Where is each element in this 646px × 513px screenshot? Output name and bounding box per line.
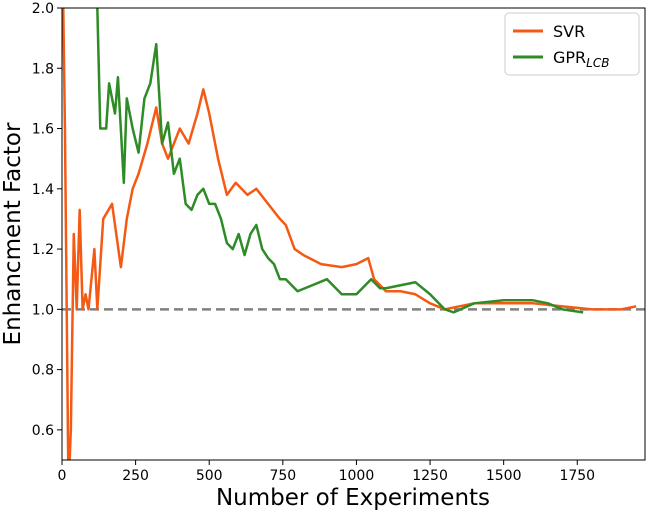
y-tick-label: 1.8 [32,61,54,77]
plot-frame [61,7,646,461]
plot-area [62,8,645,460]
legend-label: GPRLCB [553,48,609,70]
y-tick-label: 1.0 [32,302,54,318]
x-tick-label: 750 [269,468,296,484]
series-line [96,8,584,314]
x-axis-label: Number of Experiments [216,485,490,511]
y-tick-label: 1.6 [32,122,54,138]
x-tick-label: 0 [58,468,67,484]
legend-subscript: LCB [586,56,609,70]
x-tick-label: 1500 [486,468,522,484]
legend-box [504,12,640,76]
y-axis-label: Enhancment Factor [0,122,26,345]
y-tick-label: 0.6 [32,423,54,439]
legend-name: SVR [553,22,585,41]
legend-label: SVR [553,22,585,41]
x-tick-label: 1000 [339,468,375,484]
y-tick-label: 1.4 [32,182,54,198]
x-tick-label: 250 [122,468,149,484]
x-tick-label: 1250 [412,468,448,484]
y-tick-label: 2.0 [32,1,54,17]
y-tick-label: 1.2 [32,242,54,258]
x-tick-label: 1750 [559,468,595,484]
y-tick-label: 0.8 [32,363,54,379]
series-line [62,8,637,460]
x-tick-label: 500 [196,468,223,484]
legend-name: GPR [553,48,586,67]
